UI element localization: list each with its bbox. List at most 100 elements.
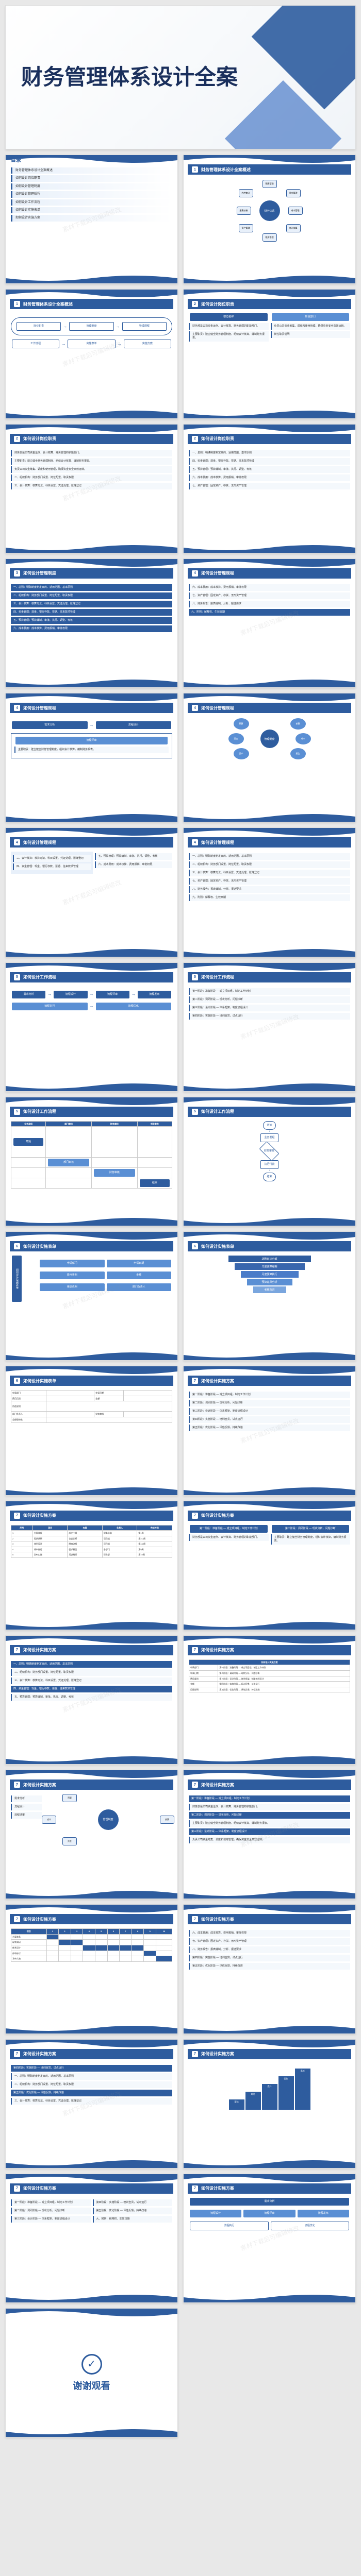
flow-node: 工作流程 <box>12 340 59 348</box>
section-header: 6 如何设计实施表单 <box>10 1376 173 1386</box>
section-header: 6 如何设计实施表单 <box>188 1241 351 1251</box>
hub-node: 资金管理 <box>286 189 301 197</box>
section-title: 如何设计岗位职责 <box>201 436 234 442</box>
text-block: 第一阶段：准备阶段 — 成立项目组，制定工作计划 <box>189 988 350 995</box>
end-text: 谢谢观看 <box>73 2379 110 2392</box>
watermark: 素材下载后可编辑修改 <box>61 877 122 907</box>
fan-petal: 核算 <box>290 718 306 730</box>
flowchart-node: 业务发起 <box>260 1133 278 1142</box>
slide-duties: 2 如何设计岗位职责 职位名称 财务部是公司资金运作、会计核算、财务管理的职能部… <box>183 289 356 418</box>
check-icon: ✓ <box>81 2354 102 2375</box>
text-block: 八、财务报告：报表编制、分析、报送要求 <box>189 1946 350 1953</box>
section-header: 7 如何设计实施方案 <box>10 2183 173 2194</box>
text-block: 负责公司资金筹集、调度和使用管理，确保资金安全高效运转。 <box>271 323 351 330</box>
flow-box: 流程发布 <box>298 2210 349 2217</box>
section-num: 2 <box>192 436 198 442</box>
section-title: 如何设计岗位职责 <box>201 301 234 307</box>
section-num: 7 <box>192 1647 198 1653</box>
table-row: 费用类别第三阶段：设计阶段 — 体系框架，制度流程设计 <box>189 1676 350 1682</box>
stair-step: 规范 <box>245 2092 261 2110</box>
flowchart-node: 执行付款 <box>260 1160 278 1169</box>
fan-petal: 资金 <box>228 733 244 744</box>
flow-box: 流程评审 <box>243 2210 295 2217</box>
section-title: 如何设计管理规程 <box>201 570 234 576</box>
slide-impl-text2: 7 如何设计实施方案 一、总则：明确制度制定目的、适用范围、基本原则 二、组织机… <box>5 1635 178 1765</box>
col-head: 第二阶段：调研阶段 — 现状分析，问题诊断 <box>272 1525 350 1533</box>
text-block: 五、预算管理：预算编制、审批、执行、调整、考核 <box>95 853 173 860</box>
section-header: 4 如何设计管理规程 <box>188 837 351 848</box>
section-header: 5 如何设计工作流程 <box>10 972 173 982</box>
section-title: 如何设计实施方案 <box>23 1917 56 1922</box>
text-block: 第四阶段：实施阶段 — 培训宣贯，试点运行 <box>189 1013 350 1020</box>
hub-node: 报表分析 <box>237 207 251 215</box>
section-header: 7 如何设计实施方案 <box>188 2183 351 2194</box>
section-header: 7 如何设计实施方案 <box>10 1914 173 1924</box>
section-num: 4 <box>14 839 20 845</box>
policy-bar: 五、预算管理：预算编制、审批、执行、调整、考核 <box>11 617 172 624</box>
form-table: 申请部门申请日期 费用类别金额 用途说明 部门负责人财务审核 总经理审批 <box>11 1390 172 1422</box>
section-title: 如何设计岗位职责 <box>23 436 56 442</box>
slide-duties-2: 2 如何设计岗位职责 一、总则：明确制度制定目的、适用范围、基本原则 四、资金管… <box>183 424 356 553</box>
policy-bar: 六、成本费用：成本核算、费用报销、审批权限 <box>11 625 172 632</box>
text-block: 六、成本费用：成本核算、费用报销、审批权限 <box>189 1930 350 1937</box>
table-row: 金额第四阶段：实施阶段 — 培训宣贯，试点运行 <box>189 1682 350 1687</box>
text-block: 第二阶段：调研阶段 — 现状分析，问题诊断 <box>11 2208 91 2214</box>
section-num: 7 <box>192 1782 198 1788</box>
fan-petal: 报告 <box>290 748 306 759</box>
hub-node: 内控审计 <box>239 189 253 197</box>
funnel-level: 考核改进 <box>253 1286 286 1293</box>
section-title: 如何设计工作流程 <box>201 974 234 980</box>
form-field: 部门负责人 <box>107 1283 172 1291</box>
section-header: 7 如何设计实施方案 <box>10 1780 173 1790</box>
fan-petal: 预算 <box>234 718 249 730</box>
section-title: 如何设计实施表单 <box>23 1244 56 1249</box>
flow-node: 需求分析 <box>12 721 88 729</box>
hub-node: 预算 <box>62 1794 77 1802</box>
slide-impl-cols: 7 如何设计实施方案 第一阶段：准备阶段 — 成立项目组，制定工作计划 财务部是… <box>183 1501 356 1630</box>
section-title: 如何设计实施方案 <box>23 1513 56 1518</box>
section-title: 如何设计实施方案 <box>201 1647 234 1653</box>
hub-node: 资金 <box>62 1837 77 1845</box>
funnel-level: 年度预算编制 <box>235 1263 305 1270</box>
section-header: 2 如何设计岗位职责 <box>188 434 351 444</box>
hub-center: 管理制度 <box>98 1809 119 1830</box>
section-header: 7 如何设计实施方案 <box>10 1511 173 1521</box>
arrow-icon: → <box>132 991 136 997</box>
text-block: 第三阶段：设计阶段 — 体系框架，制度流程设计 <box>11 2216 91 2223</box>
section-num: 7 <box>192 2051 198 2057</box>
text-block: 主要职责：建立健全财务管理制度，组织会计核算，编制财务报表。 <box>189 331 269 342</box>
section-title: 如何设计实施方案 <box>201 1782 234 1788</box>
text-block: 第一阶段：准备阶段 — 成立项目组，制定工作计划 <box>11 2199 91 2206</box>
section-num: 6 <box>14 1378 20 1384</box>
step-box: 流程优化 <box>96 1003 172 1010</box>
section-num: 1 <box>192 166 198 173</box>
text-block: 四、资金管理：现金、银行存款、票据、往来款项管理 <box>189 458 350 465</box>
toc-item: 如何设计管理制度 <box>11 183 172 190</box>
text-block: 第二阶段：调研阶段 — 现状分析，问题诊断 <box>189 996 350 1003</box>
section-header: 7 如何设计实施方案 <box>188 1511 351 1521</box>
text-block: 七、资产管理：固定资产、存货、无形资产管理 <box>189 878 350 885</box>
section-header: 5 如何设计工作流程 <box>188 1107 351 1117</box>
flow-box: 流程优化 <box>271 2222 350 2230</box>
section-title: 如何设计管理规程 <box>201 705 234 711</box>
toc-item: 如何设计工作流程 <box>11 199 172 206</box>
section-num: 6 <box>192 1243 198 1249</box>
slide-rules-text: 4 如何设计管理规程 三、会计核算：核算方法、科目设置、凭证处理、账簿登记 四、… <box>5 827 178 957</box>
table-row: 申请日期第二阶段：调研阶段 — 现状分析，问题诊断 <box>189 1670 350 1676</box>
step-box: 需求分析 <box>12 991 45 998</box>
table-row: 用途说明第五阶段：优化阶段 — 评估反馈，持续改进 <box>189 1687 350 1692</box>
section-num: 6 <box>14 1243 20 1249</box>
step-box: 流程评审 <box>96 991 129 998</box>
slides-grid: 财务管理体系设计全案 目录 财务管理体系设计全案概述 如何设计岗位职责 如何设计… <box>0 0 361 2443</box>
section-title: 如何设计工作流程 <box>23 1109 56 1114</box>
stair-step: 优化 <box>278 2076 294 2110</box>
table-row: 3体系设计制度流程项目组第4-8周 <box>11 1541 172 1547</box>
section-num: 4 <box>14 705 20 711</box>
slide-policy-rules: 4 如何设计管理规程 六、成本费用：成本核算、费用报销、审批权限 七、资产管理：… <box>183 558 356 688</box>
main-title: 财务管理体系设计全案 <box>21 63 238 92</box>
flow-node: 流程设计 <box>96 721 172 729</box>
policy-bar: 一、总则：明确制度制定目的、适用范围、基本原则 <box>11 584 172 591</box>
section-header: 7 如何设计实施方案 <box>188 2049 351 2059</box>
hub-node: 税务管理 <box>262 233 277 242</box>
text-block: 六、成本费用：成本核算、费用报销、审批权限 <box>189 584 350 591</box>
